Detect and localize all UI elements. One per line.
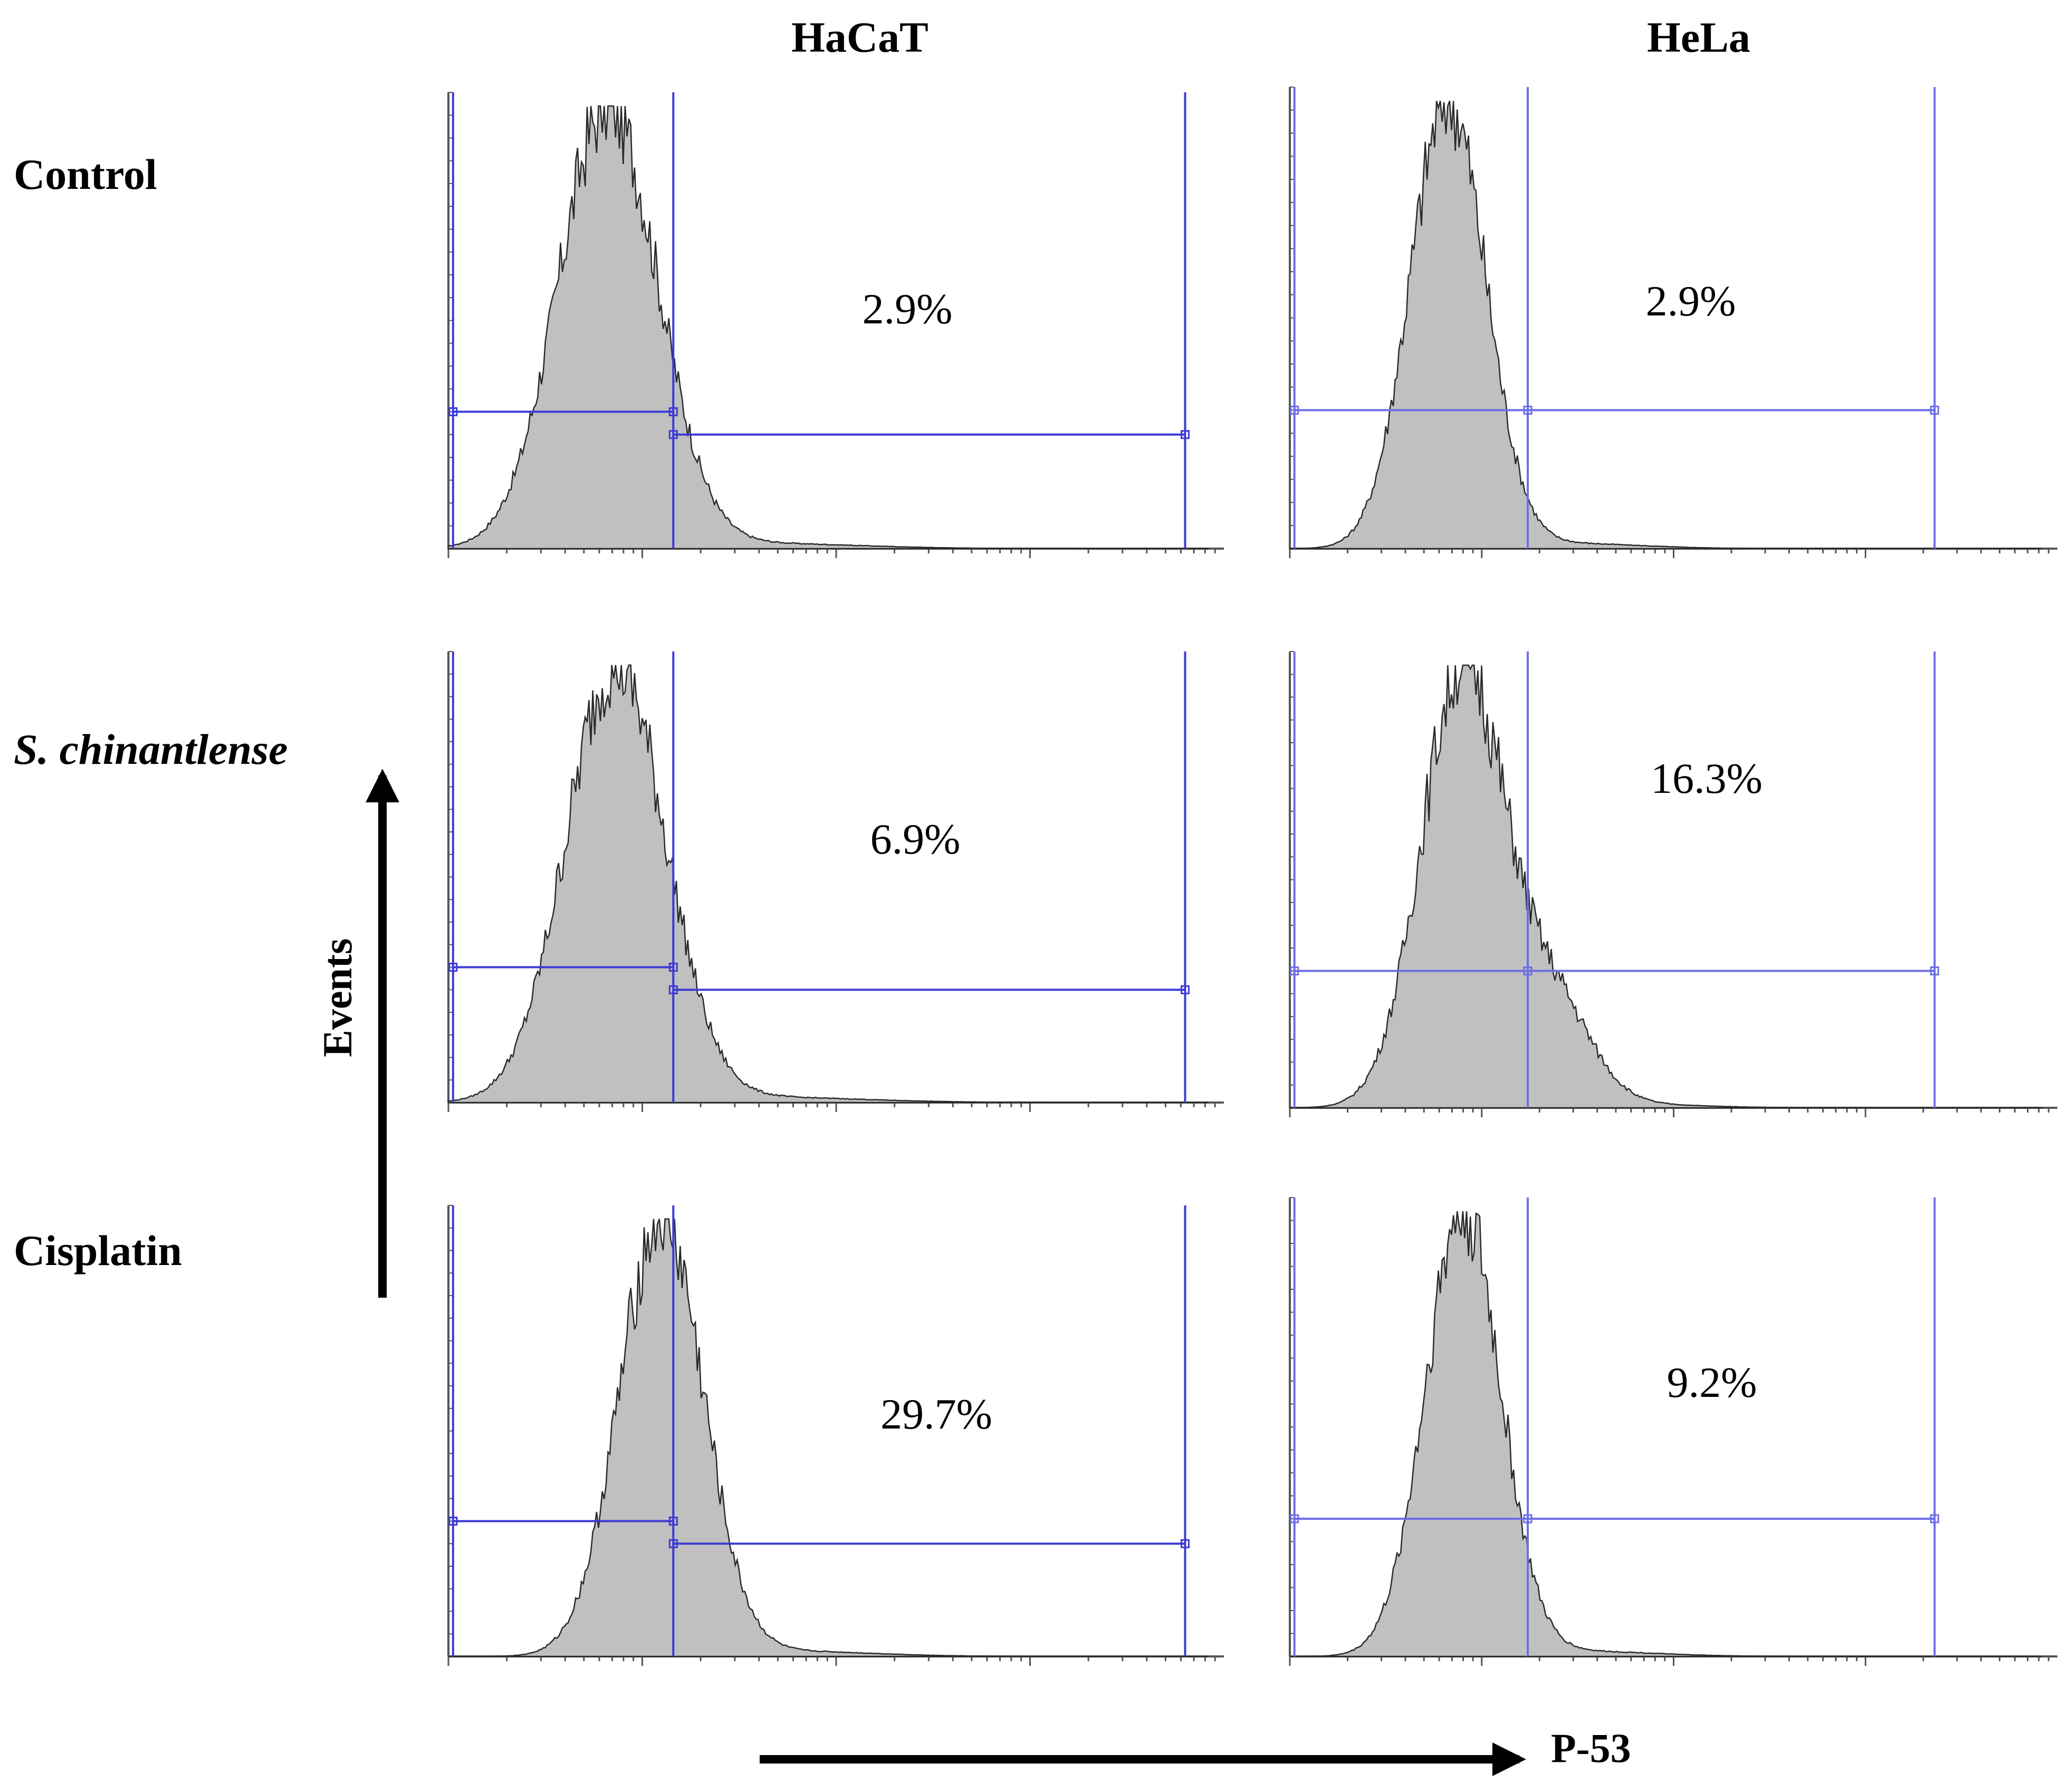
histogram-area	[447, 664, 1209, 1104]
gate-handle	[668, 407, 678, 416]
percent-label-hacat-s-chinantlense: 6.9%	[870, 815, 961, 863]
gate-handle	[448, 407, 458, 416]
row-title-cisplatin: Cisplatin	[14, 1226, 182, 1274]
histogram-panel	[1289, 651, 2057, 1117]
gate-handle	[1290, 406, 1299, 415]
percent-label-hela-cisplatin: 9.2%	[1666, 1358, 1757, 1406]
histogram-area	[447, 105, 1209, 550]
gate-handle	[448, 1517, 458, 1526]
gate-handle	[1930, 406, 1939, 415]
percent-label-hacat-cisplatin: 29.7%	[880, 1390, 992, 1438]
gate-handle	[1290, 966, 1299, 975]
gate-handle	[668, 1517, 678, 1526]
column-title-hela: HeLa	[1647, 13, 1750, 61]
gate-handle	[1930, 966, 1939, 975]
percent-label-hela-control: 2.9%	[1645, 277, 1736, 325]
column-title-hacat: HaCaT	[791, 13, 928, 61]
gate-handle	[1523, 966, 1532, 975]
gate-handle	[668, 963, 678, 972]
histogram-area	[1289, 664, 2042, 1109]
gate-handle	[1523, 406, 1532, 415]
gate-handle	[1930, 1514, 1939, 1523]
gate-handle	[1181, 430, 1190, 439]
histogram-area	[448, 1218, 1209, 1657]
gate-handle	[668, 430, 678, 439]
x-axis-label: P-53	[1551, 1725, 1631, 1771]
histogram-panel	[1289, 87, 2057, 558]
histogram-area	[1290, 1211, 2042, 1657]
gate-handle	[1290, 1514, 1299, 1523]
histogram-panel	[1289, 1197, 2057, 1666]
gate-handle	[448, 963, 458, 972]
percent-label-hela-s-chinantlense: 16.3%	[1651, 754, 1763, 802]
histogram-area	[1289, 100, 2042, 550]
gate-handle	[668, 1539, 678, 1548]
gate-handle	[1523, 1514, 1532, 1523]
gate-handle	[668, 985, 678, 994]
histogram-panel	[447, 651, 1224, 1112]
histogram-panel	[447, 92, 1224, 558]
gate-handle	[1181, 985, 1190, 994]
percent-label-hacat-control: 2.9%	[862, 285, 953, 333]
gate-handle	[1181, 1539, 1190, 1548]
histogram-panel	[447, 1205, 1224, 1666]
row-title-s-chinantlense: S. chinantlense	[14, 725, 288, 773]
row-title-control: Control	[14, 150, 157, 198]
